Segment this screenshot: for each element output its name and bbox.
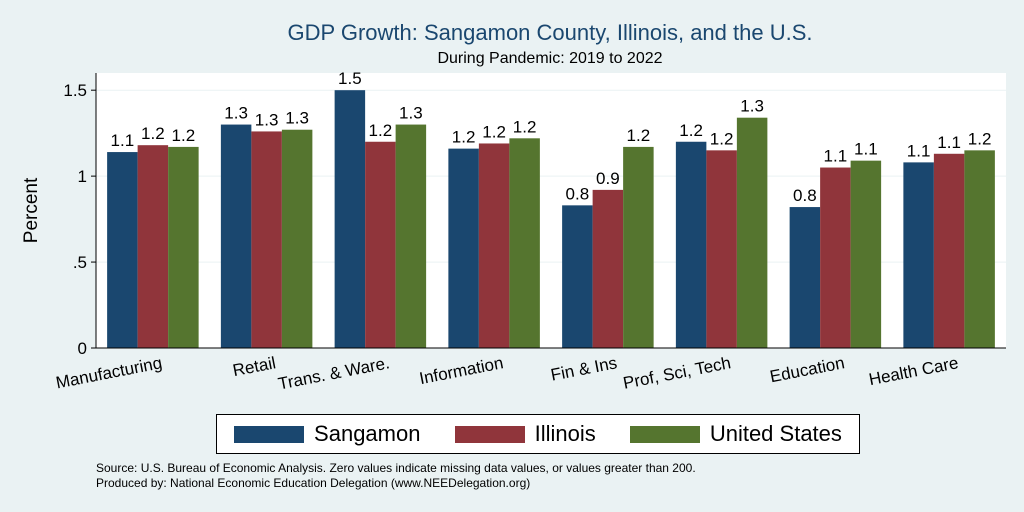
x-tick-label-fin-ins: Fin & Ins: [549, 353, 618, 384]
y-tick-label: 1.5: [63, 81, 87, 100]
legend-label-united-states: United States: [709, 421, 842, 446]
legend-swatch-united-states: [629, 425, 700, 443]
data-label-united-states-education: 1.1: [854, 140, 878, 159]
data-label-illinois-trans-ware: 1.2: [369, 121, 393, 140]
bar-sangamon-health-care: [903, 162, 934, 348]
bar-illinois-prof-sci-tech: [706, 150, 737, 348]
data-label-illinois-fin-ins: 0.9: [596, 169, 620, 188]
y-tick-label: 1: [78, 167, 87, 186]
bar-illinois-retail: [251, 131, 282, 348]
bar-sangamon-manufacturing: [107, 152, 138, 348]
bar-sangamon-education: [789, 207, 821, 348]
data-label-united-states-information: 1.2: [513, 117, 537, 136]
data-label-sangamon-health-care: 1.1: [907, 141, 931, 160]
bar-united-states-trans-ware: [395, 124, 427, 348]
x-tick-label-retail: Retail: [231, 353, 277, 380]
data-label-illinois-health-care: 1.1: [937, 133, 961, 152]
bar-sangamon-information: [448, 148, 479, 348]
bar-illinois-trans-ware: [365, 141, 396, 348]
data-label-sangamon-trans-ware: 1.5: [338, 69, 362, 88]
x-tick-label-trans-ware: Trans. & Ware.: [277, 353, 392, 393]
bar-sangamon-trans-ware: [334, 90, 366, 348]
data-label-united-states-prof-sci-tech: 1.3: [740, 97, 764, 116]
produced-line: Produced by: National Economic Education…: [96, 476, 531, 490]
bar-united-states-manufacturing: [168, 146, 199, 348]
legend-item-sangamon: Sangamon: [234, 421, 420, 447]
x-tick-label-health-care: Health Care: [867, 353, 960, 389]
data-label-sangamon-education: 0.8: [793, 186, 817, 205]
legend-swatch-illinois: [454, 425, 525, 443]
data-label-united-states-fin-ins: 1.2: [627, 126, 651, 145]
data-label-sangamon-prof-sci-tech: 1.2: [679, 121, 703, 140]
bar-illinois-education: [820, 167, 851, 348]
data-label-sangamon-information: 1.2: [452, 128, 476, 147]
legend-label-illinois: Illinois: [534, 421, 596, 446]
x-tick-label-manufacturing: Manufacturing: [54, 353, 163, 392]
chart-subtitle: During Pandemic: 2019 to 2022: [437, 50, 663, 67]
bar-united-states-retail: [281, 129, 313, 348]
data-label-illinois-retail: 1.3: [255, 110, 279, 129]
legend-item-united-states: United States: [629, 421, 842, 447]
bar-united-states-health-care: [964, 150, 995, 348]
bar-united-states-education: [850, 160, 882, 348]
legend-item-illinois: Illinois: [454, 421, 596, 447]
bar-united-states-prof-sci-tech: [736, 117, 768, 348]
data-label-sangamon-manufacturing: 1.1: [111, 131, 135, 150]
data-label-sangamon-fin-ins: 0.8: [566, 184, 590, 203]
bar-sangamon-prof-sci-tech: [675, 141, 707, 348]
data-label-illinois-manufacturing: 1.2: [141, 124, 165, 143]
legend-label-sangamon: Sangamon: [314, 421, 421, 446]
bar-illinois-manufacturing: [137, 145, 169, 348]
bar-illinois-health-care: [933, 153, 965, 348]
data-label-illinois-prof-sci-tech: 1.2: [710, 129, 734, 148]
bar-sangamon-retail: [220, 124, 252, 348]
data-label-united-states-trans-ware: 1.3: [399, 104, 423, 123]
x-tick-label-education: Education: [768, 353, 846, 386]
y-tick-label: .5: [73, 253, 87, 272]
bar-sangamon-fin-ins: [562, 205, 593, 348]
bar-united-states-fin-ins: [623, 146, 654, 348]
data-label-united-states-health-care: 1.2: [968, 129, 992, 148]
chart-title: GDP Growth: Sangamon County, Illinois, a…: [287, 20, 813, 45]
x-tick-label-information: Information: [418, 353, 505, 388]
bar-illinois-information: [478, 143, 510, 348]
bar-united-states-information: [509, 138, 540, 348]
data-label-illinois-information: 1.2: [482, 122, 506, 141]
source-line: Source: U.S. Bureau of Economic Analysis…: [96, 461, 696, 475]
legend-swatch-sangamon: [234, 425, 305, 443]
y-tick-label: 0: [78, 339, 87, 358]
x-tick-label-prof-sci-tech: Prof, Sci, Tech: [621, 353, 732, 393]
data-label-united-states-retail: 1.3: [285, 109, 309, 128]
data-label-sangamon-retail: 1.3: [224, 104, 248, 123]
y-axis-label: Percent: [21, 177, 42, 243]
data-label-united-states-manufacturing: 1.2: [172, 126, 196, 145]
legend: Sangamon Illinois United States: [216, 414, 860, 454]
bar-illinois-fin-ins: [592, 189, 624, 348]
source-note: Source: U.S. Bureau of Economic Analysis…: [96, 461, 696, 491]
data-label-illinois-education: 1.1: [824, 147, 848, 166]
